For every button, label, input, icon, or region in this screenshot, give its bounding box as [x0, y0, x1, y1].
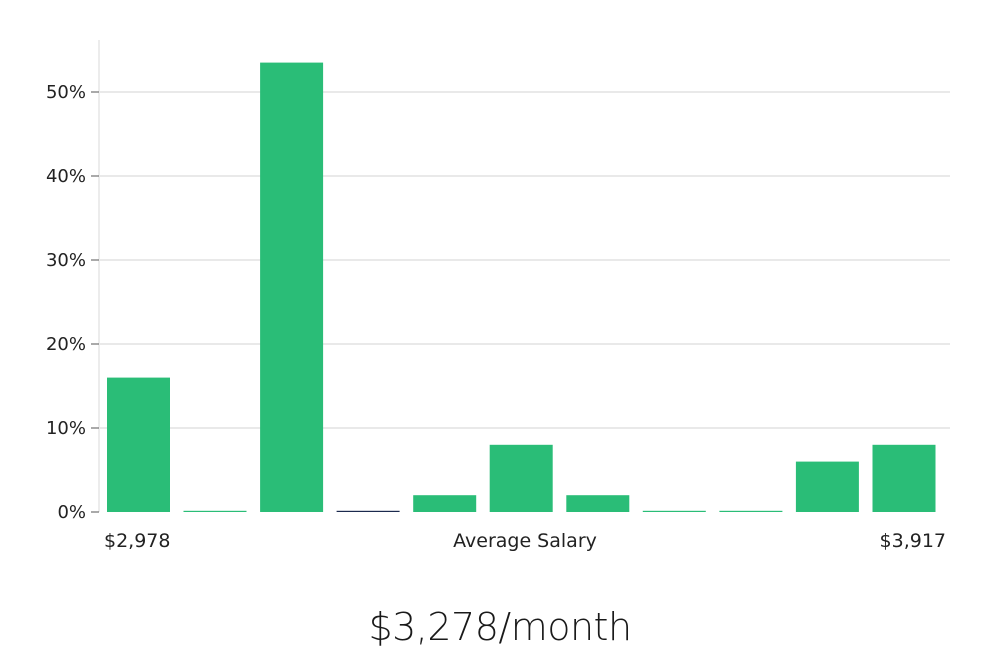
bars: [107, 62, 936, 512]
bar-6: [489, 444, 553, 512]
y-tick-label: 10%: [46, 418, 86, 439]
average-salary-value: $3,278/month: [368, 605, 632, 649]
bar-2: [183, 510, 247, 512]
bar-4: [336, 510, 400, 512]
gridlines: [100, 91, 950, 429]
x-max-label: $3,917: [880, 530, 946, 552]
bar-9: [719, 510, 783, 512]
y-tick-label: 50%: [46, 82, 86, 103]
bar-8: [642, 510, 706, 512]
bar-5: [413, 495, 477, 512]
x-axis-title: Average Salary: [453, 530, 597, 552]
y-tick-labels: 0% 10% 20% 30% 40% 50%: [46, 82, 99, 523]
y-tick-label: 40%: [46, 166, 86, 187]
y-tick-label: 30%: [46, 250, 86, 271]
bar-1: [107, 377, 170, 512]
bar-11: [872, 444, 936, 512]
bar-7: [566, 495, 630, 512]
y-tick-label: 0%: [57, 502, 86, 523]
bar-10: [795, 461, 859, 512]
y-tick-label: 20%: [46, 334, 86, 355]
salary-histogram: 0%10%20%30%40%50% $2,978 Average Salary …: [46, 40, 950, 552]
x-min-label: $2,978: [104, 530, 170, 552]
bar-3: [260, 62, 324, 512]
